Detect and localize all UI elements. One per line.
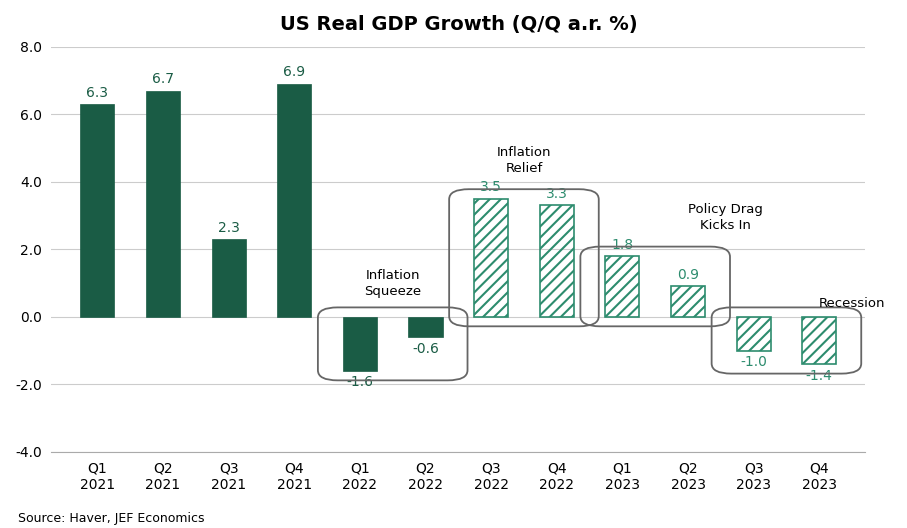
Bar bbox=[408, 317, 443, 337]
Text: -1.6: -1.6 bbox=[346, 375, 374, 389]
Title: US Real GDP Growth (Q/Q a.r. %): US Real GDP Growth (Q/Q a.r. %) bbox=[279, 15, 637, 34]
Text: 0.9: 0.9 bbox=[677, 268, 699, 282]
Bar bbox=[278, 84, 311, 317]
Bar bbox=[81, 104, 114, 317]
Text: 6.9: 6.9 bbox=[283, 65, 306, 79]
Bar bbox=[343, 317, 377, 371]
Bar bbox=[146, 91, 180, 317]
Text: 2.3: 2.3 bbox=[218, 221, 239, 235]
Text: 3.3: 3.3 bbox=[546, 187, 568, 201]
Text: Source: Haver, JEF Economics: Source: Haver, JEF Economics bbox=[18, 512, 205, 525]
Bar bbox=[736, 317, 771, 351]
Bar bbox=[540, 205, 574, 317]
Text: -1.4: -1.4 bbox=[805, 369, 833, 382]
Text: -1.0: -1.0 bbox=[740, 355, 767, 369]
Text: 6.7: 6.7 bbox=[152, 72, 174, 86]
Bar bbox=[474, 199, 508, 317]
Text: 1.8: 1.8 bbox=[611, 238, 633, 252]
Text: 3.5: 3.5 bbox=[480, 180, 502, 194]
Bar bbox=[671, 287, 705, 317]
Bar bbox=[605, 256, 639, 317]
Text: Inflation
Squeeze: Inflation Squeeze bbox=[364, 269, 421, 298]
Text: -0.6: -0.6 bbox=[412, 342, 439, 355]
Text: 6.3: 6.3 bbox=[86, 86, 109, 100]
Text: Policy Drag
Kicks In: Policy Drag Kicks In bbox=[688, 203, 763, 232]
Bar bbox=[802, 317, 836, 364]
Text: Inflation
Relief: Inflation Relief bbox=[497, 146, 551, 175]
Text: Recession: Recession bbox=[819, 297, 886, 310]
Bar bbox=[211, 239, 246, 317]
